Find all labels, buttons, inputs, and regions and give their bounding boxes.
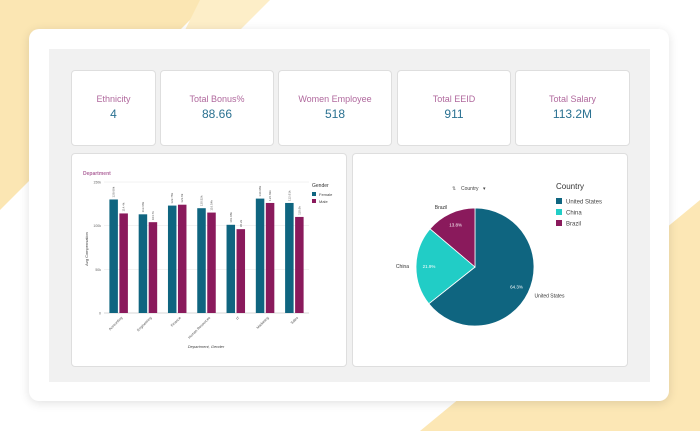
bar[interactable] [207,212,216,313]
pie-value-label: 13.8% [449,223,462,228]
legend-label[interactable]: Brazil [566,222,581,228]
legend-title: Country [556,182,584,191]
bar-value-label: 114.4k [122,202,126,211]
chart-title: Department [83,171,111,177]
x-tick-label: Sales [290,316,299,325]
chevron-down-icon: ▾ [483,186,486,192]
legend-label-male: Male [319,199,328,204]
bar[interactable] [197,208,206,313]
kpi-total-bonus[interactable]: Total Bonus% 88.66 [160,70,274,146]
legend-swatch [556,220,562,226]
bar-value-label: 101.08k [229,212,233,223]
bar[interactable] [119,213,128,313]
bar-value-label: 129.69k [112,186,116,197]
bar-value-label: 116.54k [210,200,214,211]
legend-label-female: Female [319,192,333,197]
x-tick-label: Accounting [108,316,123,331]
legend-title: Gender [312,183,329,189]
country-pie-chart[interactable]: ⇅ Country ▾ 64.3% United States 21.9% China… [352,153,628,367]
pie-slice[interactable] [428,207,535,327]
pie-category-label: United States [534,294,565,300]
bar[interactable] [295,216,304,313]
bar[interactable] [255,198,265,313]
bar-value-label: 110.9k [297,206,301,215]
bar[interactable] [285,202,294,313]
legend-swatch [556,209,562,215]
legend-swatch-male [312,199,316,203]
y-axis-label: Avg Compensation [84,232,89,266]
dimension-selector[interactable]: ⇅ Country ▾ [452,186,486,192]
kpi-women-employee[interactable]: Women Employee 518 [278,70,392,146]
pie-slice[interactable] [429,207,476,268]
bar-value-label: 112.91k [287,190,291,201]
kpi-label: Women Employee [298,94,372,104]
bar[interactable] [177,204,187,313]
y-tick-label: 100k [93,224,101,228]
kpi-label: Ethnicity [96,94,131,104]
bar-value-label: 104.7k [151,211,155,221]
bar-value-label: 123.8k [180,193,184,203]
bar[interactable] [236,229,246,313]
sort-icon: ⇅ [452,186,456,192]
department-bar-chart[interactable]: Department Avg Compensation Department, … [71,153,347,367]
bar-value-label: 113.68k [141,201,145,212]
kpi-value: 113.2M [552,107,593,121]
bar[interactable] [167,205,177,313]
bar-value-label: 130.98k [258,185,262,196]
kpi-total-salary[interactable]: Total Salary 113.2M [515,70,630,146]
pie-value-label: 64.3% [510,284,523,289]
pie-category-label: China [396,264,409,270]
y-tick-label: 50k [95,268,101,272]
legend-swatch [556,198,562,204]
bar-value-label: 96.2k [239,219,243,227]
x-axis-label: Department, Gender [188,344,225,349]
bar-value-label: 126.69k [268,190,272,201]
x-tick-label: Marketing [256,316,270,330]
pie-slice[interactable] [415,228,476,305]
bar[interactable] [138,214,148,313]
kpi-label: Total Bonus% [189,94,245,104]
bar[interactable] [109,199,118,313]
bar[interactable] [148,222,158,313]
bar[interactable] [226,224,236,313]
x-tick-label: IT [235,315,241,321]
pie-chart-svg: ⇅ Country ▾ 64.3% United States 21.9% China… [396,182,602,327]
x-tick-label: Human Resources [187,316,211,340]
pie-category-label: Brazil [435,205,448,211]
x-tick-label: Engineering [136,316,152,332]
kpi-value: 4 [110,107,117,121]
legend-label[interactable]: United States [566,200,602,206]
bar-value-label: 120.52k [200,195,204,206]
legend-swatch-female [312,192,316,196]
bar[interactable] [265,202,275,313]
x-tick-label: Finance [170,316,182,328]
kpi-value: 88.66 [201,107,233,121]
selector-label: Country [461,186,479,192]
kpi-value: 518 [324,107,346,121]
bar-chart-svg: Department Avg Compensation Department, … [83,171,333,349]
kpi-total-eeid[interactable]: Total EEID 911 [397,70,511,146]
kpi-label: Total Salary [548,94,597,104]
kpi-value: 911 [444,107,464,121]
kpi-ethnicity[interactable]: Ethnicity 4 [71,70,156,146]
kpi-label: Total EEID [432,94,476,104]
pie-value-label: 21.9% [423,264,436,269]
bar-value-label: 122.78k [170,192,174,203]
legend-label[interactable]: China [566,211,582,217]
y-tick-label: 150k [93,181,101,185]
y-tick-label: 0 [99,312,101,316]
